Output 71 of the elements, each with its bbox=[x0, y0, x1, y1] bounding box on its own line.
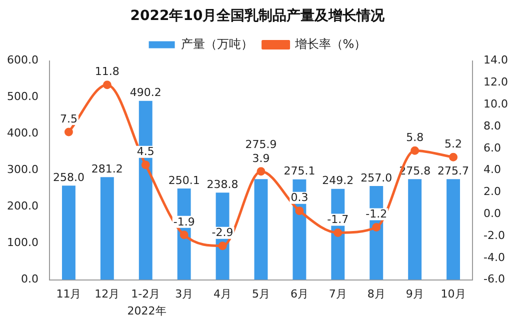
data-label: 250.1 bbox=[168, 174, 200, 187]
point bbox=[64, 128, 73, 136]
legend-label: 产量（万吨） bbox=[180, 36, 253, 51]
y2-tick-label: 12.0 bbox=[484, 76, 508, 89]
data-label: 3.9 bbox=[252, 152, 270, 165]
x-tick-label: 6月 bbox=[290, 287, 308, 300]
y-tick-label: 0.0 bbox=[20, 272, 38, 286]
x-tick-label: 7月 bbox=[328, 287, 347, 300]
y2-tick-label: 0.0 bbox=[484, 206, 502, 220]
x-tick-label: 11月 bbox=[56, 287, 82, 300]
y-tick-label: 100.0 bbox=[6, 236, 38, 250]
y2-tick-label: 10.0 bbox=[484, 97, 508, 110]
data-label: -1.9 bbox=[173, 215, 195, 228]
x-tick-label: 5月 bbox=[252, 287, 270, 300]
bar bbox=[446, 179, 460, 280]
text: 2022年 bbox=[127, 304, 166, 318]
point bbox=[295, 206, 304, 216]
y-tick-label: 400.0 bbox=[6, 126, 38, 140]
data-label: 5.2 bbox=[444, 138, 462, 151]
data-label: 5.8 bbox=[406, 130, 424, 144]
point bbox=[334, 228, 342, 237]
data-label: -1.7 bbox=[327, 213, 349, 226]
bar bbox=[408, 179, 422, 280]
data-label: 7.5 bbox=[60, 112, 78, 126]
y2-tick-label: 6.0 bbox=[484, 141, 502, 154]
y-tick-label: 600.0 bbox=[6, 54, 38, 67]
y2-tick-label: 8.0 bbox=[484, 119, 502, 132]
chart-title: 2022年10月全国乳制品产量及增长情况 bbox=[130, 7, 386, 24]
x-tick-label: 12月 bbox=[94, 287, 120, 300]
point bbox=[218, 242, 227, 250]
data-label: -2.9 bbox=[212, 226, 234, 240]
x-tick-label: 3月 bbox=[175, 287, 194, 300]
data-label: 257.0 bbox=[360, 171, 392, 184]
x-tick-label: 10月 bbox=[440, 287, 466, 300]
x-tick-label: 8月 bbox=[367, 287, 386, 300]
data-label: -1.2 bbox=[366, 208, 388, 221]
legend-label: 增长率（%） bbox=[294, 36, 366, 51]
y-tick-label: 500.0 bbox=[6, 90, 38, 104]
data-label: 238.8 bbox=[206, 178, 238, 191]
bar bbox=[100, 177, 114, 280]
y2-tick-label: 4.0 bbox=[484, 163, 502, 176]
point bbox=[256, 167, 266, 176]
x-tick-label: 9月 bbox=[406, 287, 424, 300]
point bbox=[410, 146, 420, 155]
data-label: 258.0 bbox=[52, 170, 84, 184]
data-label: 11.8 bbox=[94, 65, 120, 78]
y-tick-label: 300.0 bbox=[6, 163, 38, 176]
y-tick-label: 200.0 bbox=[6, 200, 38, 213]
data-label: 0.3 bbox=[290, 191, 308, 204]
point bbox=[180, 230, 188, 240]
bar bbox=[138, 100, 152, 280]
y2-tick-label: -4.0 bbox=[484, 250, 505, 264]
data-label: 249.2 bbox=[322, 174, 354, 188]
y2-tick-label: 14.0 bbox=[484, 54, 508, 67]
data-label: 275.7 bbox=[438, 164, 470, 178]
y2-tick-label: -6.0 bbox=[484, 272, 505, 286]
point bbox=[141, 160, 150, 170]
x-tick-label: 1-2月 bbox=[131, 287, 160, 300]
data-label: 275.9 bbox=[245, 138, 277, 151]
point bbox=[102, 80, 112, 90]
data-label: 275.1 bbox=[284, 164, 316, 178]
data-label: 281.2 bbox=[91, 162, 123, 176]
point bbox=[372, 222, 381, 232]
bar bbox=[62, 186, 76, 280]
x-tick-label: 4月 bbox=[214, 287, 232, 300]
data-label: 4.5 bbox=[136, 145, 154, 158]
y2-tick-label: 2.0 bbox=[484, 185, 502, 198]
y2-tick-label: -2.0 bbox=[484, 228, 505, 242]
bar bbox=[254, 179, 268, 280]
point bbox=[449, 152, 458, 162]
data-label: 490.2 bbox=[130, 86, 162, 100]
